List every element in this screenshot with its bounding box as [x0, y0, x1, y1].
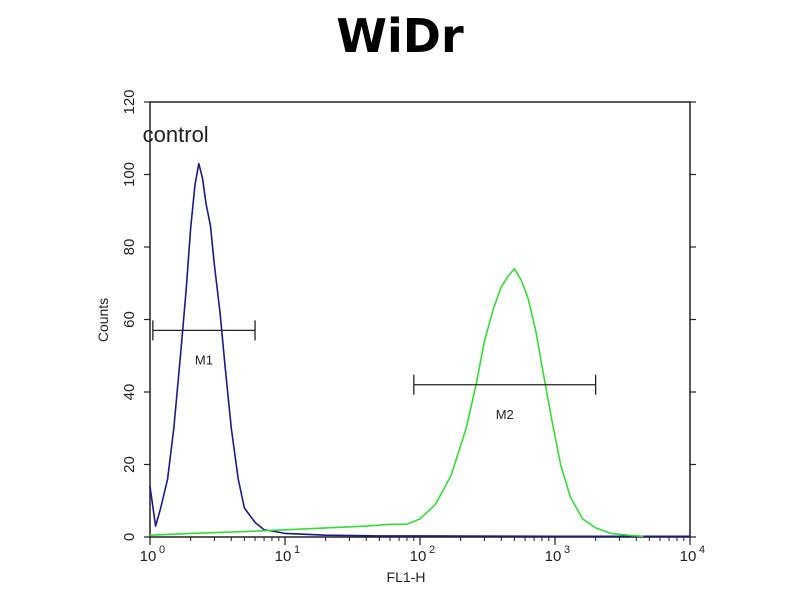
x-tick-exponent: 1 [294, 544, 300, 556]
series-line-control [149, 162, 690, 538]
annotation-label: control [143, 122, 209, 147]
gate-m2-label: M2 [496, 407, 514, 422]
x-tick-exponent: 0 [159, 544, 165, 556]
plot-frame [149, 101, 691, 538]
y-tick-label: 120 [121, 89, 138, 114]
y-axis-label: Counts [95, 298, 111, 342]
y-tick-label: 0 [121, 533, 138, 541]
x-tick-exponent: 2 [429, 544, 435, 556]
chart-title: WiDr [336, 9, 464, 63]
y-tick-label: 80 [121, 239, 138, 256]
y-tick-label: 60 [121, 311, 138, 328]
x-tick-exponent: 4 [699, 544, 705, 556]
series-line-sample [149, 267, 644, 538]
y-tick-label: 20 [121, 456, 138, 473]
y-tick-label: 100 [121, 162, 138, 187]
y-tick-label: 40 [121, 384, 138, 401]
x-tick-label: 10 [545, 548, 562, 565]
x-tick-label: 10 [140, 548, 157, 565]
x-tick-exponent: 3 [564, 544, 570, 556]
x-tick-label: 10 [275, 548, 292, 565]
x-tick-label: 10 [680, 548, 697, 565]
gate-m1-label: M1 [195, 352, 213, 367]
x-tick-label: 10 [410, 548, 427, 565]
x-axis-label: FL1-H [387, 569, 426, 585]
